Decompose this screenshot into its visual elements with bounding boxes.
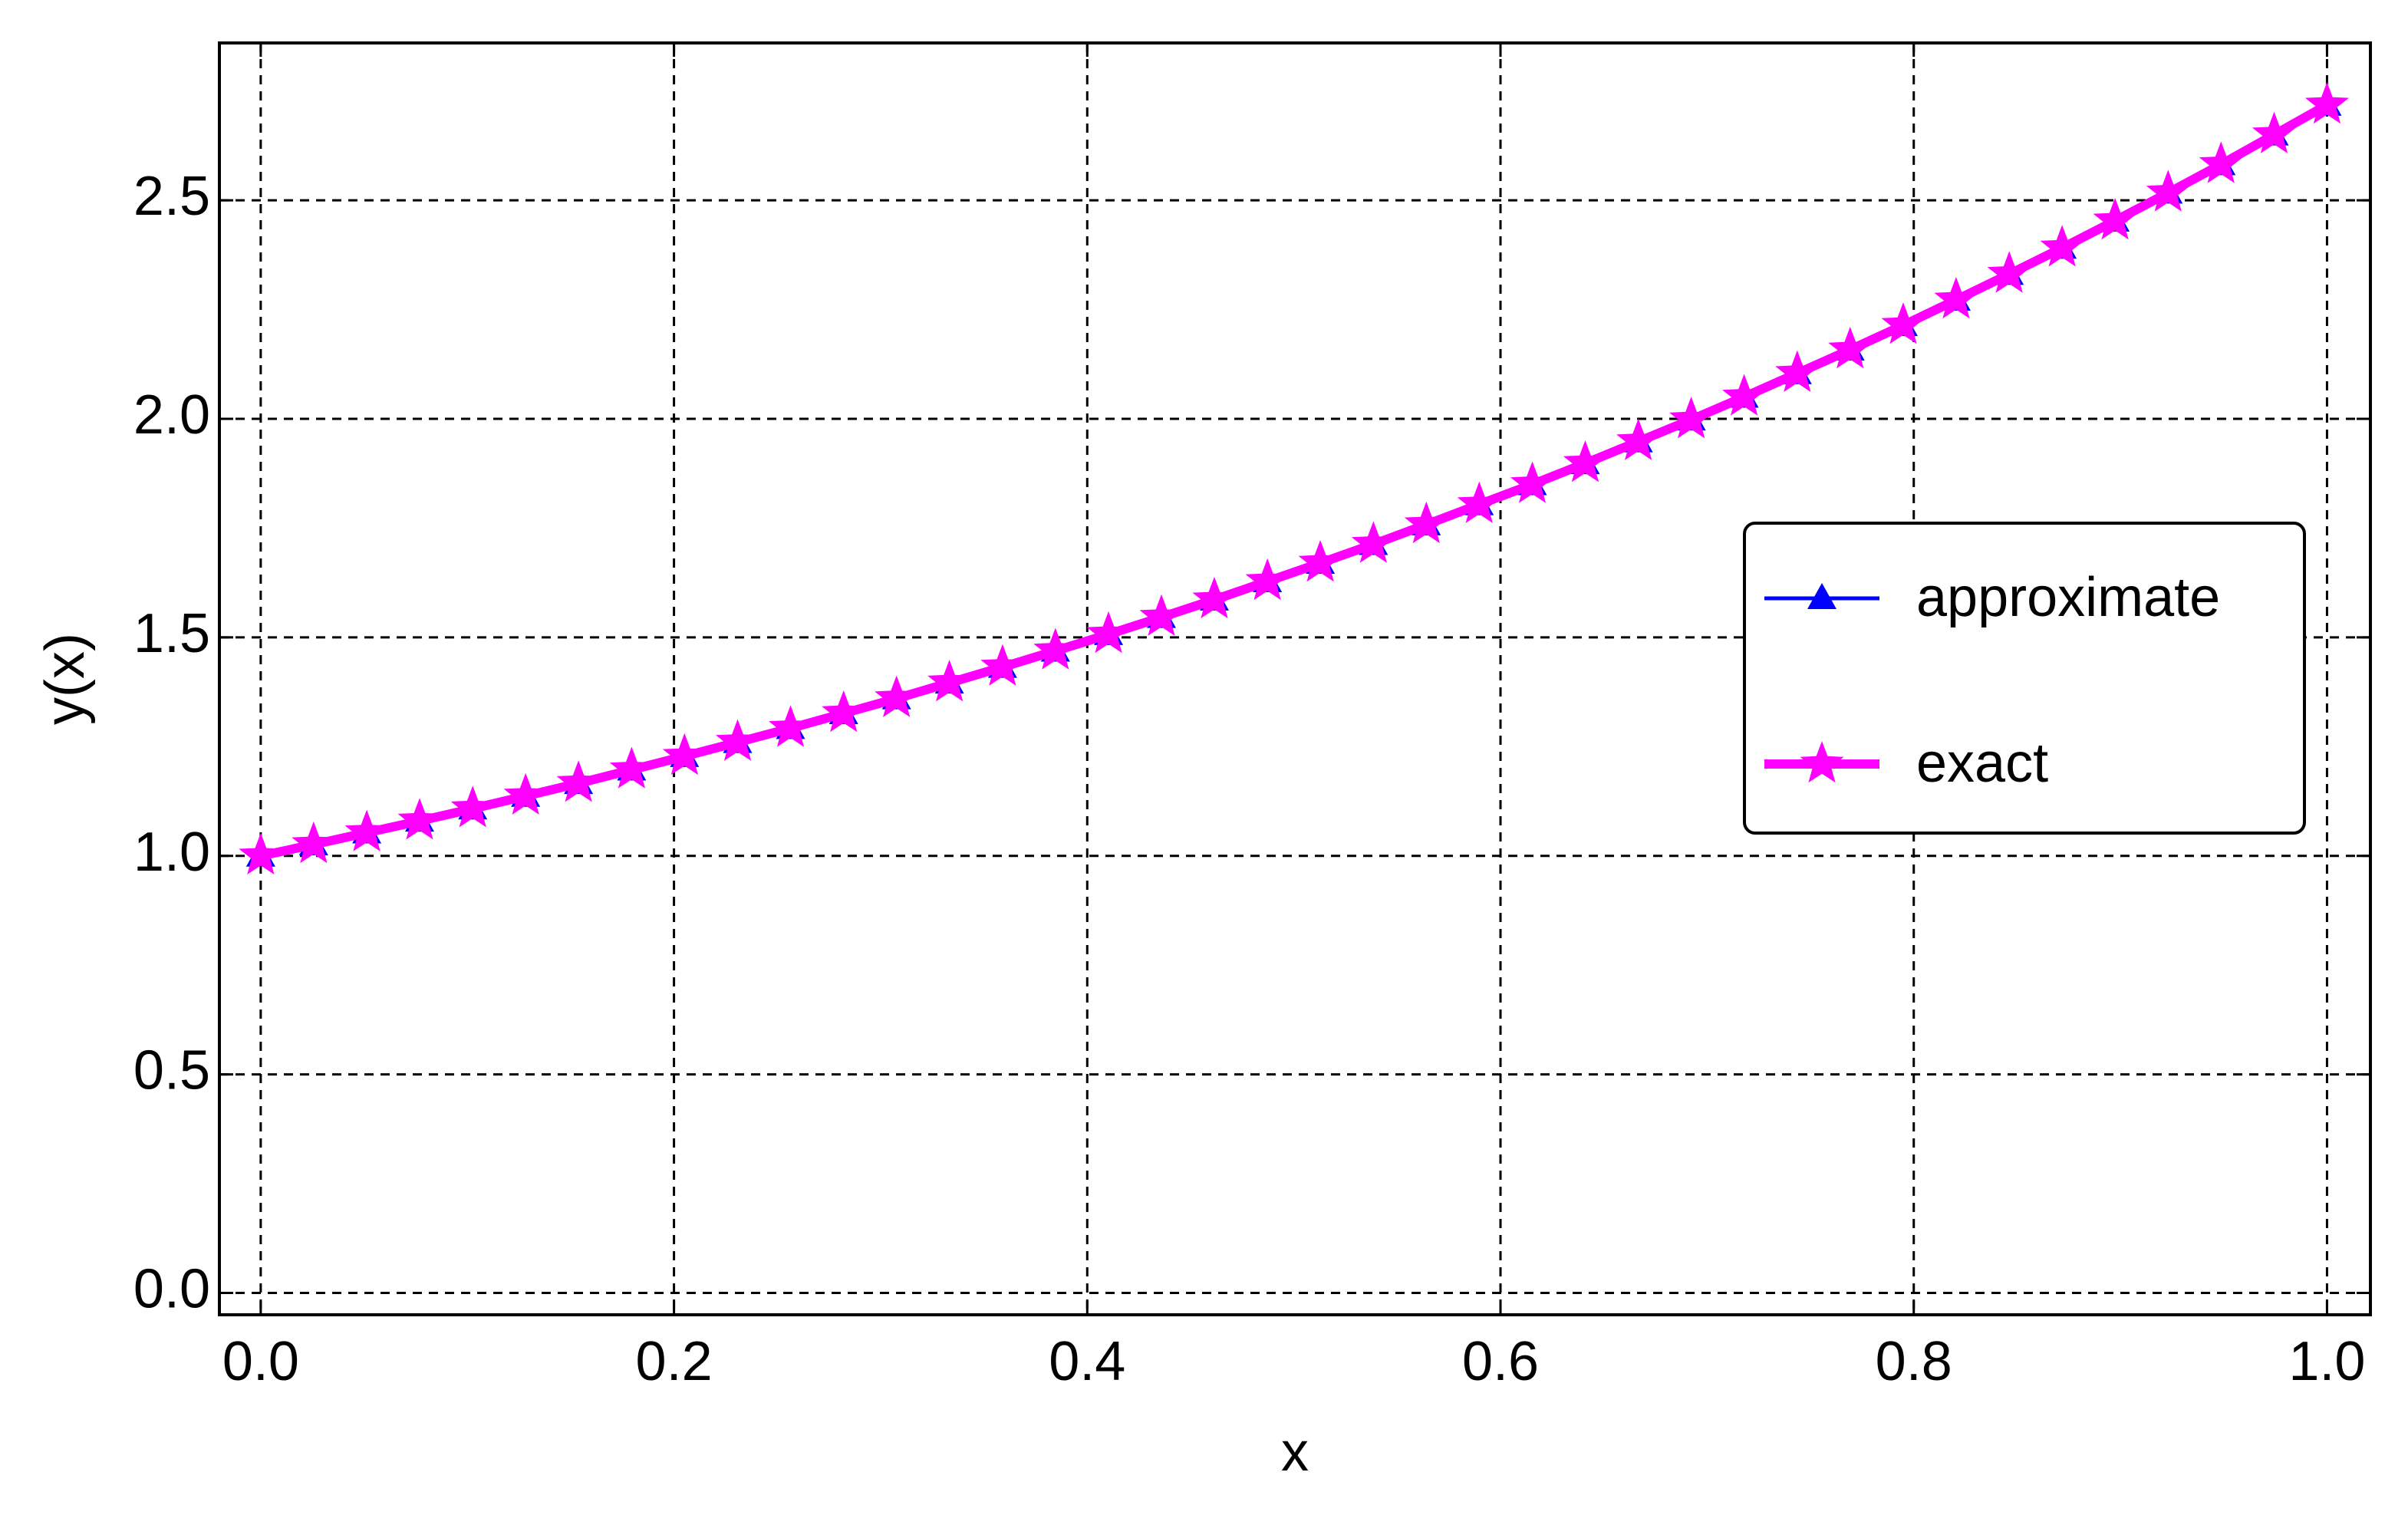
- data-point: [2304, 81, 2349, 124]
- data-point: [1086, 611, 1131, 654]
- data-point: [1457, 481, 1501, 523]
- legend-label: exact: [1916, 733, 2048, 794]
- data-point: [1828, 327, 1873, 369]
- data-point: [1192, 576, 1237, 619]
- data-point: [556, 760, 601, 802]
- data-point: [1139, 594, 1184, 636]
- data-point: [1669, 397, 1714, 439]
- x-tick-label: 0.0: [222, 1331, 299, 1392]
- data-point: [1510, 461, 1554, 503]
- data-point: [397, 798, 442, 840]
- data-point: [2199, 141, 2243, 183]
- data-point: [1987, 251, 2031, 293]
- data-point: [716, 719, 760, 761]
- data-point: [875, 675, 919, 717]
- data-point: [2040, 225, 2084, 267]
- y-tick-label: 1.0: [133, 822, 210, 883]
- data-point: [927, 660, 972, 702]
- data-point: [2252, 111, 2296, 153]
- legend-box: [1743, 522, 2306, 835]
- y-tick-label: 0.5: [133, 1040, 210, 1102]
- data-point: [1563, 440, 1607, 482]
- data-point: [609, 746, 654, 789]
- data-point: [1298, 540, 1342, 582]
- data-point: [1775, 350, 1820, 392]
- data-point: [769, 705, 812, 747]
- y-tick-label: 2.0: [133, 384, 210, 446]
- data-point: [1934, 277, 1978, 319]
- y-tick-label: 0.0: [133, 1259, 210, 1320]
- data-point: [292, 821, 336, 864]
- data-point: [1404, 501, 1448, 544]
- data-point: [822, 690, 866, 733]
- legend-marker: [1800, 741, 1844, 783]
- data-point: [1033, 627, 1078, 670]
- plot-frame: [218, 41, 2372, 1316]
- data-point: [980, 644, 1025, 686]
- data-point: [239, 832, 283, 874]
- data-point: [1881, 302, 1925, 344]
- x-tick-label: 0.4: [1049, 1331, 1125, 1392]
- data-point: [503, 772, 548, 815]
- y-tick-label: 1.5: [133, 603, 210, 664]
- data-point: [662, 733, 707, 776]
- data-point: [1616, 418, 1661, 460]
- legend-marker: [1807, 583, 1836, 609]
- data-point: [2146, 170, 2190, 212]
- data-point: [2093, 197, 2137, 240]
- series-line: [259, 100, 2330, 861]
- y-tick-label: 2.5: [133, 166, 210, 227]
- y-axis-label: y(x): [35, 633, 96, 725]
- data-point: [1351, 521, 1395, 563]
- data-point: [1245, 558, 1290, 601]
- x-tick-label: 1.0: [2288, 1331, 2365, 1392]
- data-point: [344, 809, 389, 851]
- data-point: [450, 785, 495, 828]
- x-tick-label: 0.6: [1462, 1331, 1539, 1392]
- x-tick-label: 0.8: [1876, 1331, 1952, 1392]
- legend-label: approximate: [1916, 567, 2220, 628]
- legend: approximate exact: [1743, 522, 2306, 835]
- x-tick-label: 0.2: [636, 1331, 713, 1392]
- data-point: [1722, 374, 1767, 416]
- x-axis-label: x: [1281, 1421, 1309, 1483]
